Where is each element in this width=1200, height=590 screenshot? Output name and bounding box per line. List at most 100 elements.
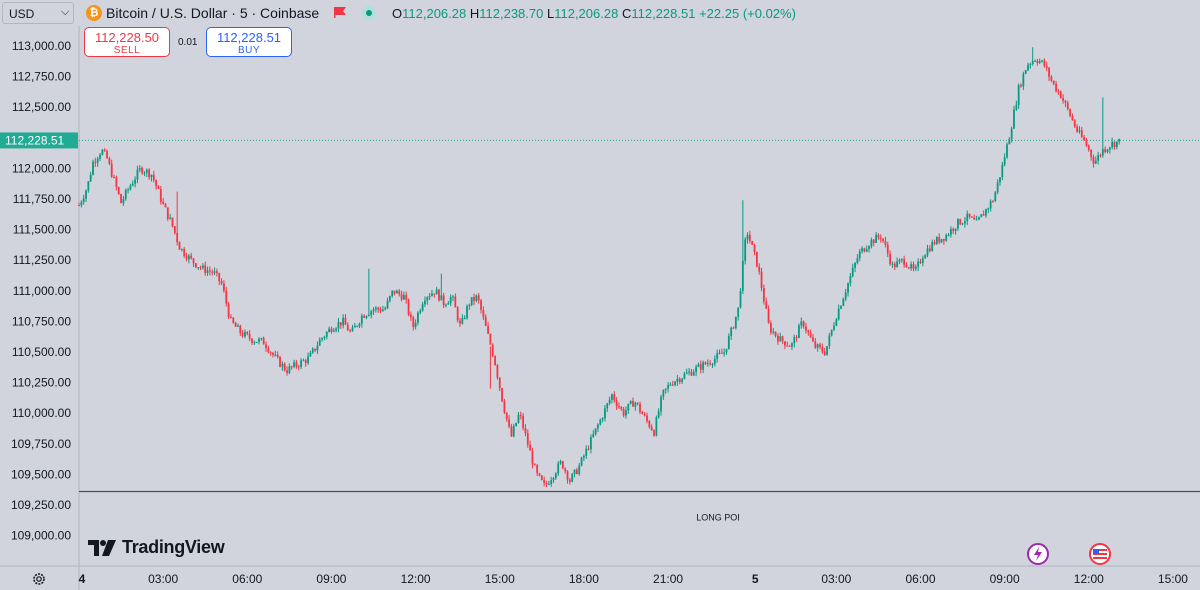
flag-icon[interactable] <box>333 6 347 18</box>
time-axis[interactable]: 4 03:00 06:00 09:00 12:00 15:00 18:00 21:00 5 03:… <box>79 572 1189 586</box>
plot-area[interactable]: 113,000.00112,750.00112,500.00112,250.00… <box>0 26 1200 590</box>
price-tick-label: 113,000.00 <box>12 39 71 53</box>
candle-body <box>381 309 384 312</box>
candle-body <box>844 292 847 299</box>
candle-body <box>1001 164 1004 178</box>
candle-body <box>332 330 335 332</box>
candle-body <box>512 426 515 437</box>
currency-select[interactable]: USD ⌵ <box>2 2 74 24</box>
us-flag-icon[interactable] <box>1088 542 1112 566</box>
candle-body <box>337 322 340 329</box>
candle-body <box>1017 85 1020 105</box>
candle-body <box>1031 60 1034 64</box>
candle-body <box>1052 80 1055 84</box>
candle-body <box>601 418 604 420</box>
current-price-tag: 112,228.51 <box>0 132 78 149</box>
sell-button[interactable]: 112,228.50 SELL <box>84 27 170 57</box>
candle-body <box>842 298 845 306</box>
candle-body <box>349 330 352 332</box>
candle-body <box>311 348 314 353</box>
candle-body <box>1022 73 1025 87</box>
candle-body <box>269 352 272 354</box>
candle-body <box>793 337 796 344</box>
symbol-title[interactable]: Bitcoin / U.S. Dollar · 5 · Coinbase <box>106 5 320 21</box>
candle-body <box>433 293 436 295</box>
candle-body <box>561 461 564 469</box>
candle-body <box>1085 140 1088 146</box>
candle-body <box>940 238 943 243</box>
price-tick-label: 111,750.00 <box>13 192 72 206</box>
time-tick-label: 21:00 <box>653 572 683 586</box>
candle-body <box>926 248 929 256</box>
candle-body <box>1062 98 1064 101</box>
market-status-icon[interactable] <box>362 6 376 20</box>
candle-body <box>538 473 541 476</box>
candle-body <box>543 479 546 484</box>
candle-body <box>367 315 370 317</box>
gear-icon[interactable] <box>32 572 46 586</box>
candle-body <box>335 328 338 331</box>
time-tick-label: 12:00 <box>1074 572 1104 586</box>
candle-body <box>393 290 396 294</box>
candle-body <box>690 371 693 376</box>
price-axis-bg[interactable] <box>0 26 79 566</box>
candle-body <box>360 315 363 324</box>
candle-body <box>213 271 216 273</box>
candle-body <box>484 316 487 326</box>
candle-body <box>664 388 667 390</box>
candle-body <box>309 352 312 357</box>
price-tick-label: 112,500.00 <box>12 100 71 114</box>
candle-body <box>290 366 293 368</box>
candle-body <box>307 356 309 363</box>
candle-body <box>872 239 875 243</box>
candle-body <box>798 325 800 339</box>
candle-body <box>304 360 307 363</box>
candle-body <box>957 218 959 229</box>
candle-body <box>206 270 209 273</box>
candle-body <box>124 189 127 200</box>
candle-body <box>713 358 716 365</box>
current-price-tag-bg <box>0 132 78 149</box>
candle-body <box>122 199 125 204</box>
candle-body <box>704 362 707 365</box>
candle-body <box>973 217 976 220</box>
candle-body <box>377 307 380 310</box>
event-icon[interactable] <box>1026 542 1050 566</box>
candle-body <box>475 295 478 301</box>
candle-body <box>410 314 412 318</box>
candle-body <box>924 255 927 259</box>
candle-body <box>858 251 861 259</box>
price-tick-label: 111,500.00 <box>13 223 72 237</box>
candle-body <box>262 338 265 345</box>
candle-body <box>949 228 952 235</box>
candle-body <box>847 283 849 293</box>
candle-body <box>706 363 709 365</box>
candle-body <box>716 353 719 359</box>
long-poi-line-group: LONG POI <box>79 490 1200 523</box>
candle-body <box>856 258 859 263</box>
candle-body <box>875 234 877 243</box>
candle-body <box>321 338 323 340</box>
buy-button[interactable]: 112,228.51 BUY <box>206 27 292 57</box>
candle-body <box>891 263 894 265</box>
candle-body <box>480 300 482 310</box>
candle-body <box>625 410 627 416</box>
candle-body <box>615 400 618 406</box>
candle-body <box>566 471 569 480</box>
candle-body <box>917 261 920 267</box>
candle-body <box>1069 109 1071 117</box>
candle-body <box>209 270 211 272</box>
candle-body <box>80 202 83 206</box>
candle-body <box>737 307 740 317</box>
time-tick-label: 06:00 <box>232 572 262 586</box>
candle-body <box>519 414 522 416</box>
candle-body <box>178 242 181 250</box>
candle-body <box>868 246 870 250</box>
price-tick-label: 109,500.00 <box>11 467 71 481</box>
time-tick-label: 18:00 <box>569 572 599 586</box>
candle-body <box>1038 61 1041 63</box>
candle-body <box>412 317 415 327</box>
candle-body <box>431 293 433 297</box>
candle-body <box>108 158 111 164</box>
